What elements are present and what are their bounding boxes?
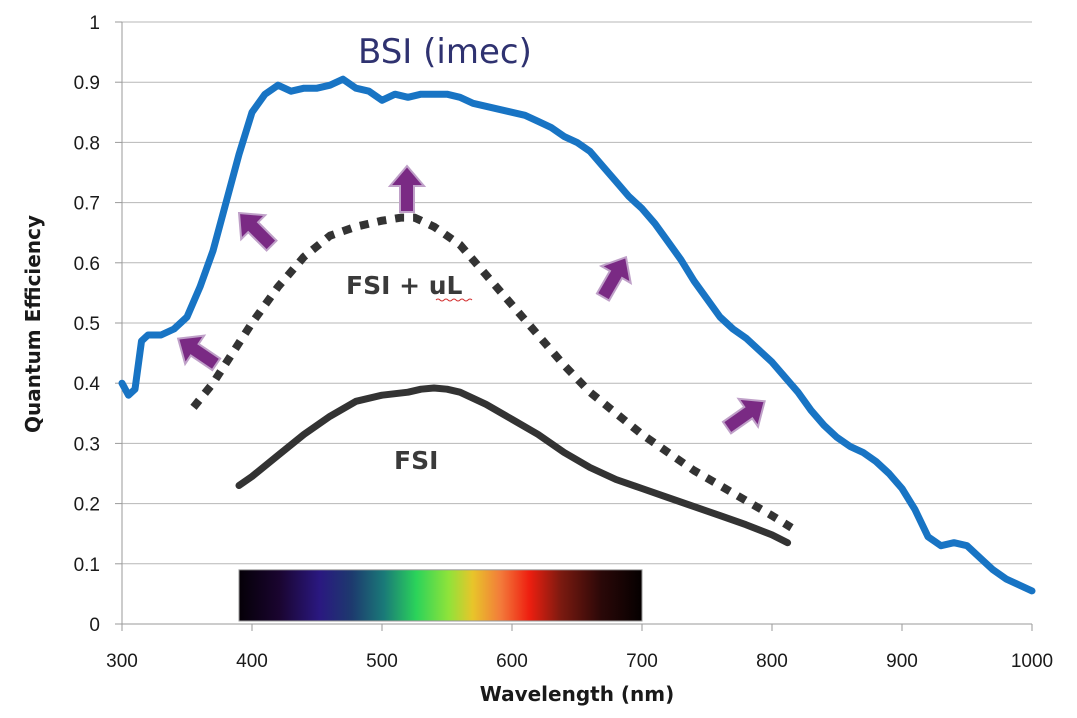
- series-label-bsi: BSI (imec): [358, 32, 532, 72]
- x-tick-label: 600: [496, 651, 528, 672]
- x-axis-title: Wavelength (nm): [480, 682, 675, 706]
- y-tick-label: 0.4: [74, 374, 101, 395]
- y-tick-label: 0.8: [74, 133, 100, 154]
- series-line-bsi-imec: [118, 75, 1036, 595]
- y-axis-title: Quantum Efficiency: [21, 215, 45, 433]
- spellcheck-squiggle: [435, 298, 473, 302]
- x-tick-label: 700: [626, 651, 658, 672]
- y-tick-label: 0.6: [74, 254, 100, 275]
- x-tick-label: 1000: [1011, 651, 1053, 672]
- up-arrow-icon: [595, 255, 633, 302]
- visible-spectrum-bar: [238, 569, 643, 622]
- x-tick-label: 300: [106, 651, 138, 672]
- y-tick-label: 0.2: [74, 495, 100, 516]
- series-lines: [118, 75, 1036, 595]
- series-label-fsi-ul: FSI + uL: [346, 271, 463, 300]
- axes: [121, 22, 1033, 631]
- series-label-fsi: FSI: [394, 446, 438, 475]
- y-tick-label: 0.1: [74, 555, 100, 576]
- x-tick-label: 900: [886, 651, 918, 672]
- improvement-arrows: [176, 164, 766, 435]
- y-tick-label: 1: [89, 13, 100, 34]
- y-tick-label: 0.3: [74, 434, 100, 455]
- x-tick-label: 800: [756, 651, 788, 672]
- y-tick-label: 0.9: [74, 73, 100, 94]
- up-arrow-icon: [721, 397, 766, 435]
- y-tick-label: 0: [89, 615, 100, 636]
- series-line-fsi: [235, 384, 792, 547]
- up-arrow-icon: [387, 164, 427, 213]
- y-tick-label: 0.5: [74, 314, 100, 335]
- y-axis-tick-labels: 0 0.1 0.2 0.3 0.4 0.5 0.6 0.7 0.8 0.9 1: [74, 13, 101, 636]
- x-axis-tick-labels: 300 400 500 600 700 800 900 1000: [106, 651, 1053, 672]
- y-tick-label: 0.7: [74, 194, 100, 215]
- series-line-fsi-ul: [190, 213, 794, 532]
- up-arrow-icon: [237, 211, 278, 252]
- x-tick-label: 500: [366, 651, 398, 672]
- x-tick-label: 400: [236, 651, 268, 672]
- up-arrow-icon: [176, 334, 222, 372]
